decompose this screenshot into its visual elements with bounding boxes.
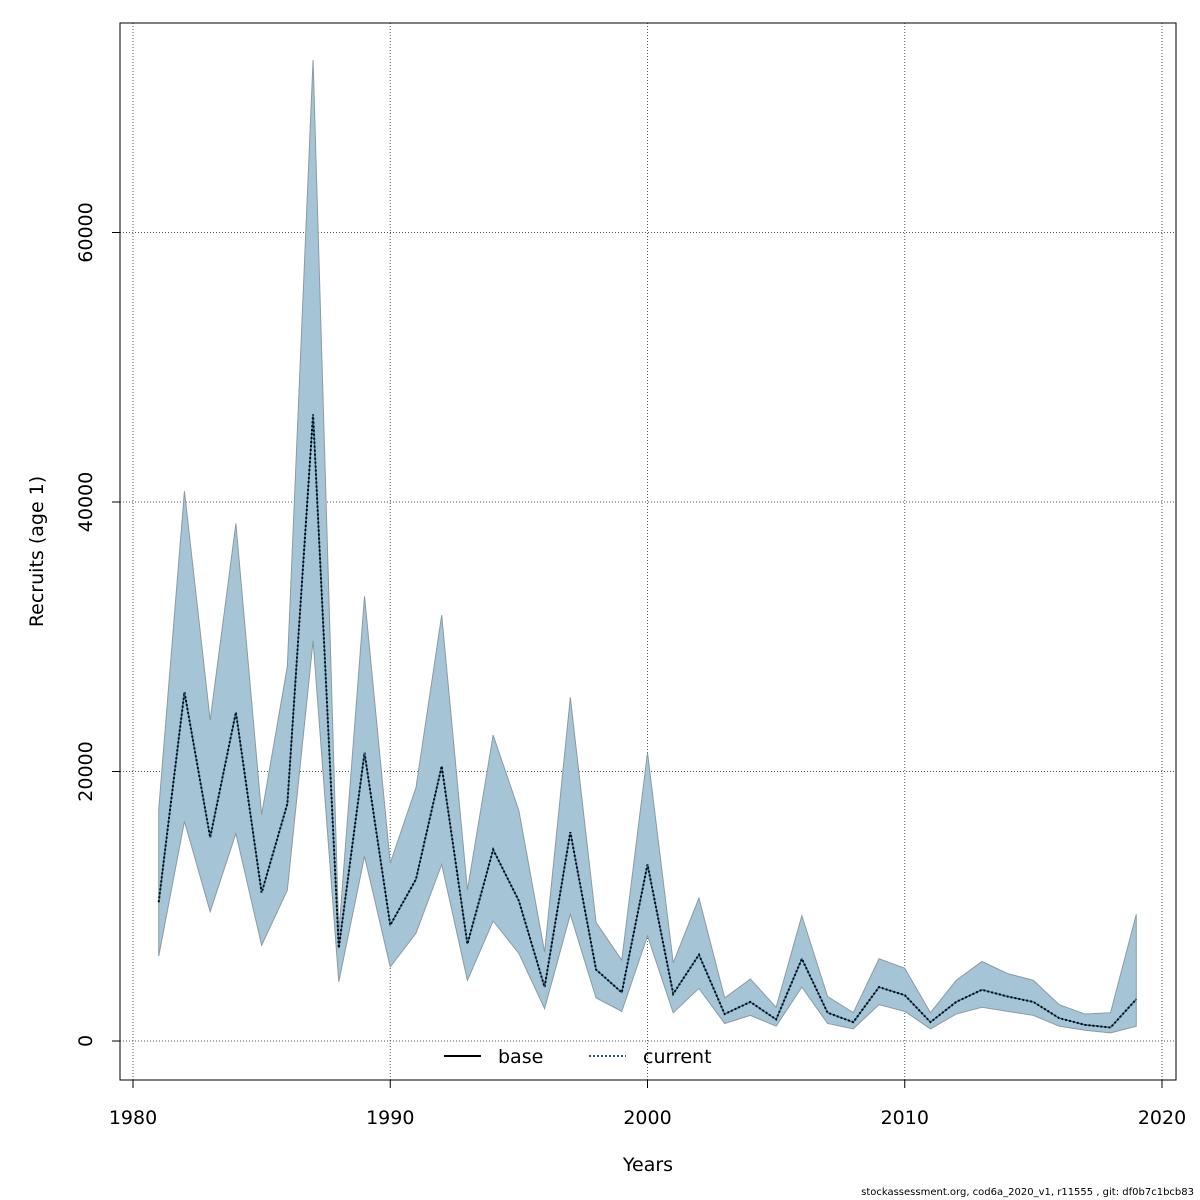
x-tick-label-1980: 1980 <box>109 1107 157 1129</box>
x-tick-label-2020: 2020 <box>1138 1107 1186 1129</box>
y-tick-label-0: 0 <box>75 1035 97 1047</box>
series-line-base <box>157 414 1138 1029</box>
y-tick-label-20000: 20000 <box>75 741 97 801</box>
x-tick-label-2000: 2000 <box>623 1107 671 1129</box>
legend-label-base: base <box>498 1046 543 1068</box>
legend-label-current: current <box>643 1046 712 1068</box>
y-axis-label: Recruits (age 1) <box>26 476 48 627</box>
x-tick-label-1990: 1990 <box>366 1107 414 1129</box>
y-axis: 0 20000 40000 60000 <box>75 202 120 1047</box>
series-line-current <box>158 414 1137 1029</box>
confidence-band <box>158 59 1137 1034</box>
y-tick-label-40000: 40000 <box>75 472 97 532</box>
x-tick-label-2010: 2010 <box>881 1107 929 1129</box>
y-tick-label-60000: 60000 <box>75 202 97 262</box>
x-axis-label: Years <box>622 1154 673 1176</box>
x-axis: 1980 1990 2000 2010 2020 <box>109 1080 1186 1129</box>
footer-credit: stockassessment.org, cod6a_2020_v1, r115… <box>861 1187 1194 1198</box>
legend: base current <box>444 1046 712 1068</box>
